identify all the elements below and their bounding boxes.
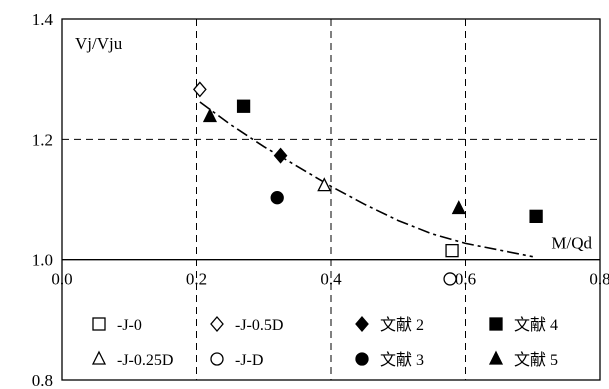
y-tick-label-3: 1.4	[32, 10, 54, 29]
y-tick-label-1: 1.0	[32, 251, 53, 270]
legend-marker-5	[210, 352, 224, 366]
data-point-7-1	[451, 200, 466, 215]
x-tick-label-2: 0.4	[320, 270, 342, 289]
legend-label-5: -J-D	[235, 352, 263, 369]
legend-marker-3	[489, 317, 503, 331]
legend-marker-2	[355, 316, 369, 332]
legend-marker-1	[210, 316, 224, 332]
data-point-6-0	[270, 191, 284, 205]
data-point-4-0	[317, 177, 332, 192]
x-tick-label-1: 0.2	[186, 270, 207, 289]
x-tick-labels: 0.0 0.2 0.4 0.6 0.8	[51, 270, 609, 289]
legend-label-6: 文献 3	[380, 351, 424, 369]
y-axis-label: Vj/Vju	[75, 34, 123, 53]
x-tick-label-0: 0.0	[51, 270, 72, 289]
legend-label-1: -J-0.5D	[235, 317, 283, 334]
grid-lines	[62, 19, 600, 380]
x-axis-label: M/Qd	[551, 234, 592, 253]
data-point-1-0	[193, 81, 207, 98]
data-point-0-0	[445, 243, 459, 258]
data-point-2-0	[273, 147, 288, 164]
legend-marker-0	[92, 317, 106, 331]
legend-label-4: -J-0.25D	[117, 352, 173, 369]
legend-label-3: 文献 4	[514, 316, 558, 334]
y-tick-label-2: 1.2	[32, 130, 53, 149]
legend-marker-7	[488, 350, 504, 365]
trend-line	[199, 101, 533, 258]
legend: -J-0 -J-0.5D 文献 2 文献 4 -J-0.25D -J-D 文献 3 文献 5	[91, 316, 558, 369]
data-point-7-0	[202, 108, 218, 123]
legend-label-2: 文献 2	[380, 316, 424, 334]
data-point-3-0	[236, 99, 251, 113]
plot-frame	[61, 18, 601, 381]
y-tick-label-0: 0.8	[32, 371, 53, 389]
legend-label-0: -J-0	[117, 317, 142, 334]
data-points	[193, 81, 543, 286]
data-point-5-0	[443, 272, 457, 286]
x-tick-label-4: 0.8	[589, 270, 609, 289]
y-tick-labels: 0.8 1.0 1.2 1.4	[32, 10, 54, 389]
data-point-3-1	[529, 209, 543, 223]
legend-label-7: 文献 5	[514, 351, 558, 369]
legend-marker-6	[355, 352, 369, 366]
legend-marker-4	[91, 350, 107, 365]
x-tick-label-3: 0.6	[455, 270, 476, 289]
